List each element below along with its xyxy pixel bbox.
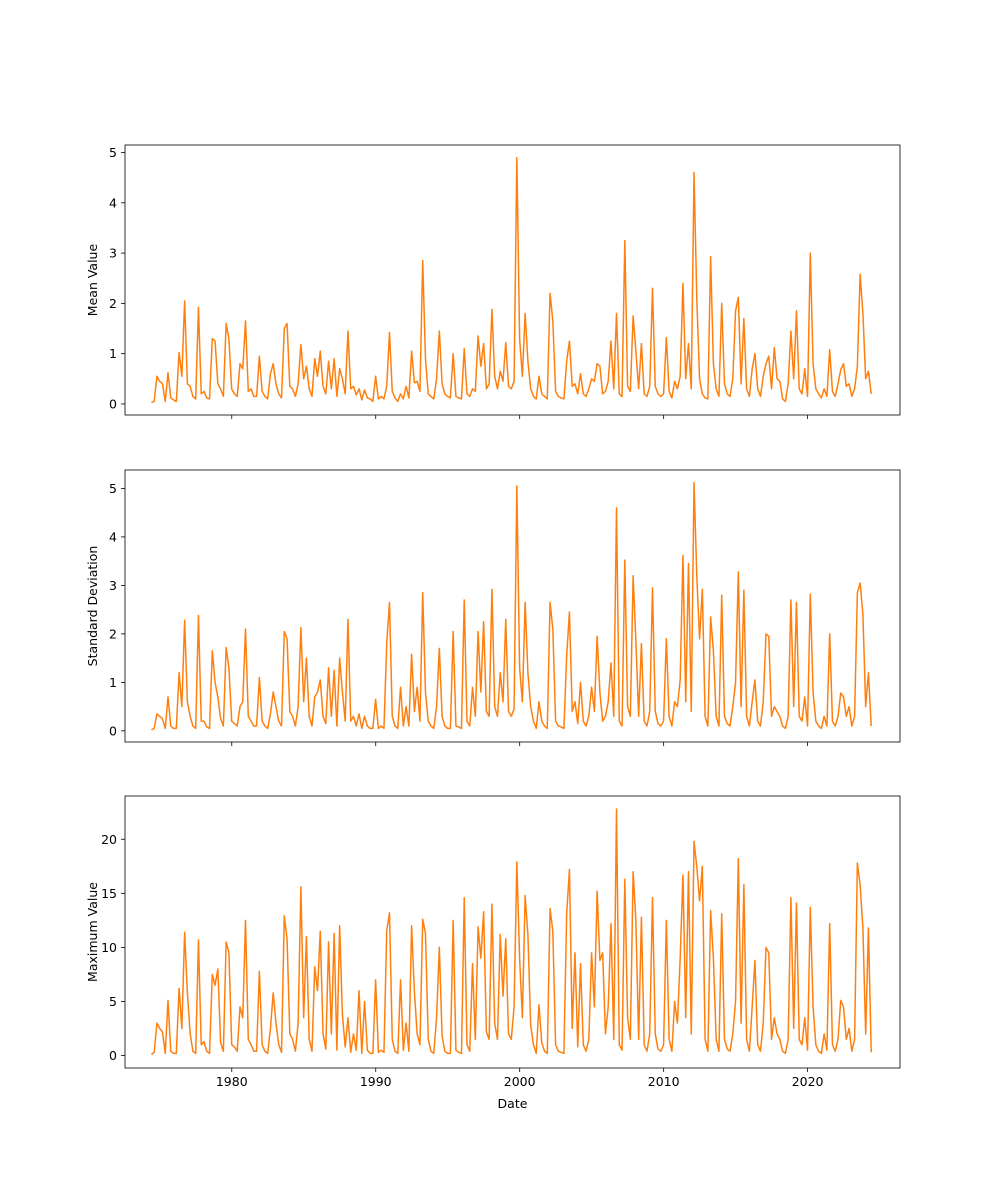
series-line [151, 156, 872, 404]
x-tick-label: 2020 [792, 1074, 824, 1089]
y-tick-label: 5 [109, 145, 117, 160]
y-tick-label: 5 [109, 481, 117, 496]
y-axis-label: Mean Value [85, 244, 100, 317]
y-tick-label: 10 [101, 940, 117, 955]
plot-frame [124, 795, 901, 1069]
x-axis-label: Date [498, 1096, 528, 1111]
y-axis-label: Standard Deviation [85, 546, 100, 667]
y-tick-label: 3 [109, 246, 117, 261]
maximum-value-panel: 0 5 10 15 20 1980 1990 2000 2010 2020 Maximum Valu… [85, 795, 901, 1111]
y-tick-label: 20 [101, 832, 117, 847]
x-tick-label: 2010 [648, 1074, 680, 1089]
y-tick-label: 0 [109, 723, 117, 738]
y-tick-label: 1 [109, 675, 117, 690]
y-tick-label: 4 [109, 529, 117, 544]
y-tick-label: 15 [101, 886, 117, 901]
y-tick-label: 3 [109, 578, 117, 593]
mean-value-panel: 0 1 2 3 4 5 Mean Value [85, 144, 901, 419]
y-axis-label: Maximum Value [85, 882, 100, 982]
y-tick-label: 0 [109, 396, 117, 411]
x-tick-label: 2000 [504, 1074, 536, 1089]
y-tick-label: 5 [109, 994, 117, 1009]
x-tick-label: 1980 [216, 1074, 248, 1089]
x-tick-label: 1990 [360, 1074, 392, 1089]
y-tick-label: 0 [109, 1048, 117, 1063]
series-line [150, 808, 872, 1056]
standard-deviation-panel: 0 1 2 3 4 5 Standard Deviation [85, 469, 901, 746]
y-tick-label: 2 [109, 626, 117, 641]
y-tick-label: 1 [109, 346, 117, 361]
series-line [151, 481, 872, 731]
y-tick-label: 4 [109, 195, 117, 210]
plot-frame [124, 144, 901, 416]
y-tick-label: 2 [109, 296, 117, 311]
plot-frame [124, 469, 901, 743]
